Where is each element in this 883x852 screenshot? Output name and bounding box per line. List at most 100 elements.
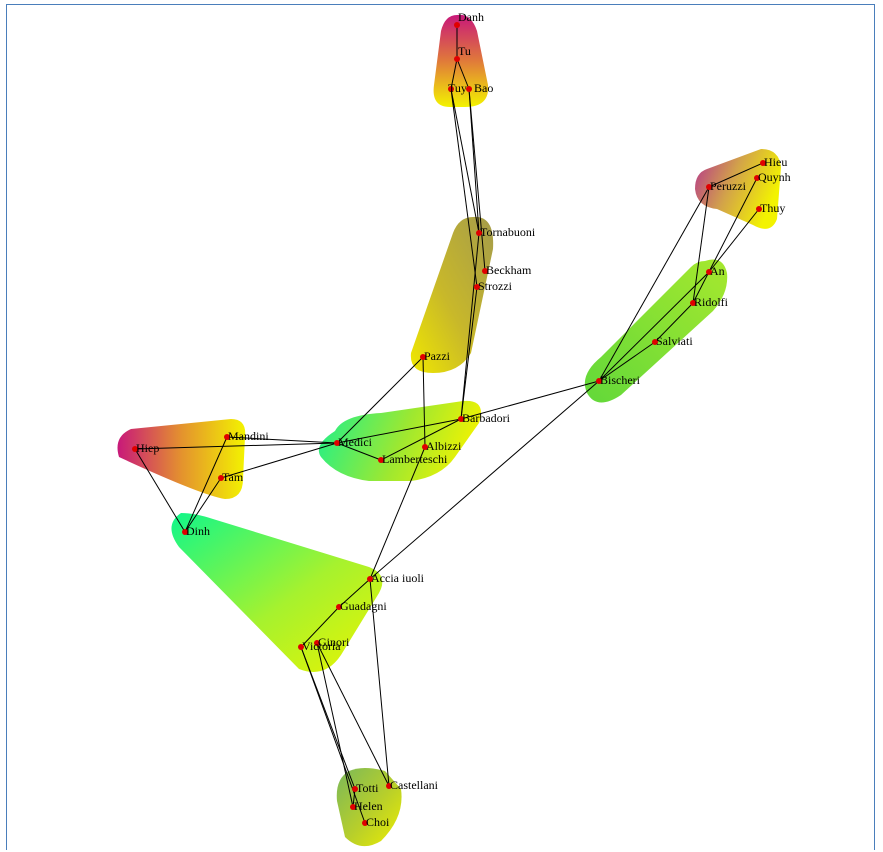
- label-acciaiuoli: Accia iuoli: [371, 571, 425, 585]
- node-beckham[interactable]: [482, 268, 488, 274]
- edge-strozzi-barbadori: [460, 286, 478, 420]
- label-tu: Tu: [458, 44, 471, 58]
- node-victoria[interactable]: [298, 644, 304, 650]
- label-thuy: Thuy: [760, 201, 785, 215]
- edge-albizzi-acciaiuoli: [369, 446, 426, 580]
- node-helen[interactable]: [350, 804, 356, 810]
- edge-bao-beckham: [468, 88, 486, 272]
- edge-bischeri-acciaiuoli: [369, 380, 600, 580]
- label-albizzi: Albizzi: [426, 439, 462, 453]
- label-strozzi: Strozzi: [478, 279, 513, 293]
- edge-bischeri-an: [598, 271, 710, 382]
- label-castellani: Castellani: [390, 778, 439, 792]
- nodes: [132, 22, 766, 826]
- node-hieu[interactable]: [760, 160, 766, 166]
- cluster-hulls: [117, 14, 781, 847]
- label-tuy: Tuy: [448, 81, 467, 95]
- node-dinh[interactable]: [182, 529, 188, 535]
- node-ridolfi[interactable]: [690, 300, 696, 306]
- label-bischeri: Bischeri: [600, 373, 641, 387]
- edge-hiep-dinh: [134, 448, 186, 533]
- label-lamberteschi: Lamberteschi: [382, 452, 448, 466]
- edge-pazzi-medici: [336, 356, 424, 444]
- edge-totti-helen: [352, 788, 356, 808]
- node-mandini[interactable]: [224, 434, 230, 440]
- node-salviati[interactable]: [652, 339, 658, 345]
- edge-medici-barbadori: [336, 418, 462, 444]
- network-graph: Danh Tu Tuy Bao Tornabuoni Beckham Strozzi Pazz…: [117, 10, 791, 847]
- node-bao[interactable]: [466, 86, 472, 92]
- label-totti: Totti: [356, 781, 379, 795]
- node-bischeri[interactable]: [596, 378, 602, 384]
- label-an: An: [710, 264, 725, 278]
- label-pazzi: Pazzi: [424, 349, 451, 363]
- edge-mandini-dinh: [184, 436, 228, 533]
- label-hieu: Hieu: [764, 155, 787, 169]
- edge-tu-bao: [456, 58, 470, 90]
- node-pazzi[interactable]: [420, 354, 426, 360]
- label-mandini: Mandini: [228, 429, 269, 443]
- node-tuy[interactable]: [448, 86, 454, 92]
- edge-peruzzi-hieu: [708, 162, 764, 188]
- cluster-dinh: [171, 513, 383, 672]
- node-barbadori[interactable]: [458, 416, 464, 422]
- edge-lamberteschi-barbadori: [380, 418, 462, 461]
- edge-tuy-tornabuoni: [450, 88, 480, 234]
- edge-tam-dinh: [184, 477, 222, 533]
- edge-mandini-medici: [226, 436, 338, 444]
- edge-peruzzi-ridolfi: [692, 186, 710, 304]
- edges: [134, 25, 764, 824]
- node-acciaiuoli[interactable]: [367, 576, 373, 582]
- label-tam: Tam: [222, 470, 244, 484]
- edge-ginori-helen: [316, 642, 354, 808]
- node-hiep[interactable]: [132, 446, 138, 452]
- label-hiep: Hiep: [136, 441, 159, 455]
- cluster-hiep: [117, 419, 246, 499]
- edge-guadagni-victoria: [300, 606, 340, 648]
- node-tam[interactable]: [218, 475, 224, 481]
- edge-quynh-ridolfi: [692, 177, 758, 304]
- label-beckham: Beckham: [486, 263, 532, 277]
- label-medici: Medici: [338, 435, 373, 449]
- label-helen: Helen: [354, 799, 383, 813]
- node-medici[interactable]: [334, 440, 340, 446]
- cluster-bischeri: [584, 259, 728, 403]
- node-strozzi[interactable]: [474, 284, 480, 290]
- edge-medici-lamberteschi: [336, 442, 382, 461]
- label-danh: Danh: [458, 10, 484, 24]
- node-tornabuoni[interactable]: [476, 230, 482, 236]
- edge-tuy-strozzi: [450, 88, 478, 288]
- edge-salviati-ridolfi: [654, 302, 694, 343]
- edge-bischeri-salviati: [598, 341, 656, 382]
- labels: Danh Tu Tuy Bao Tornabuoni Beckham Strozzi Pazz…: [136, 10, 791, 829]
- label-guadagni: Guadagni: [340, 599, 387, 613]
- node-an[interactable]: [706, 269, 712, 275]
- edge-thuy-an: [708, 208, 760, 273]
- node-quynh[interactable]: [754, 175, 760, 181]
- node-castellani[interactable]: [386, 783, 392, 789]
- edge-barbadori-bischeri: [460, 380, 600, 420]
- label-ridolfi: Ridolfi: [694, 295, 729, 309]
- node-peruzzi[interactable]: [706, 184, 712, 190]
- node-ginori[interactable]: [314, 640, 320, 646]
- label-dinh: Dinh: [186, 524, 210, 538]
- label-bao: Bao: [474, 81, 493, 95]
- edge-bischeri-peruzzi: [598, 186, 710, 382]
- edge-ginori-castellani: [316, 642, 390, 787]
- node-albizzi[interactable]: [422, 444, 428, 450]
- edge-tu-tuy: [450, 58, 458, 90]
- node-danh[interactable]: [454, 22, 460, 28]
- edge-tam-medici: [220, 442, 338, 479]
- edge-tornabuoni-barbadori: [460, 232, 480, 420]
- label-ginori: Ginori: [318, 635, 350, 649]
- diagram-frame: Danh Tu Tuy Bao Tornabuoni Beckham Strozzi Pazz…: [6, 4, 875, 850]
- node-choi[interactable]: [362, 820, 368, 826]
- node-guadagni[interactable]: [336, 604, 342, 610]
- node-lamberteschi[interactable]: [378, 457, 384, 463]
- node-totti[interactable]: [352, 786, 358, 792]
- node-tu[interactable]: [454, 56, 460, 62]
- node-thuy[interactable]: [756, 206, 762, 212]
- label-choi: Choi: [366, 815, 390, 829]
- label-tornabuoni: Tornabuoni: [480, 225, 536, 239]
- edge-acciaiuoli-castellani: [369, 578, 390, 787]
